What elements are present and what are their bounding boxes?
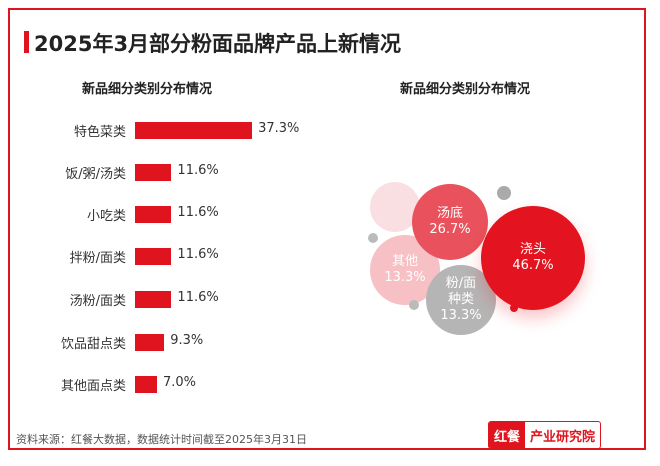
bar-value-label: 11.6% bbox=[177, 163, 219, 178]
bubble-topping: 浇头 46.7% bbox=[481, 206, 585, 310]
title-accent bbox=[24, 31, 29, 53]
bubble-label: 粉/面 种类 bbox=[445, 275, 477, 307]
source-note: 资料来源：红餐大数据，数据统计时间截至2025年3月31日 bbox=[16, 433, 307, 446]
bubble-soup-base: 汤底 26.7% bbox=[412, 184, 488, 260]
frame bbox=[8, 8, 646, 450]
bar-category-label: 汤粉/面类 bbox=[69, 294, 126, 309]
decor-dot bbox=[368, 233, 378, 243]
bubble-value: 13.3% bbox=[440, 308, 482, 324]
bubble-value: 26.7% bbox=[429, 222, 471, 237]
bubble-value: 46.7% bbox=[512, 258, 554, 273]
bar-category-label: 拌粉/面类 bbox=[69, 251, 126, 266]
bar-value-label: 11.6% bbox=[177, 247, 219, 262]
decor-bubble bbox=[370, 182, 420, 232]
bar-category-label: 饮品甜点类 bbox=[60, 337, 126, 352]
bar-value-label: 37.3% bbox=[258, 121, 300, 136]
bar-category-label: 其他面点类 bbox=[60, 379, 126, 394]
bar-value-label: 7.0% bbox=[162, 375, 196, 390]
bubble-label: 浇头 bbox=[519, 241, 546, 257]
decor-dot bbox=[409, 300, 419, 310]
logo-mark: 红餐 bbox=[489, 422, 526, 448]
bar-category-label: 饭/粥/汤类 bbox=[65, 167, 126, 182]
logo-text: 产业研究院 bbox=[530, 429, 596, 445]
bar bbox=[135, 376, 157, 393]
page-title: 2025年3月部分粉面品牌产品上新情况 bbox=[34, 32, 402, 56]
decor-dot bbox=[510, 304, 518, 312]
bar-category-label: 特色菜类 bbox=[73, 125, 126, 140]
bubble-label: 汤底 bbox=[436, 205, 463, 221]
bar bbox=[135, 122, 253, 139]
logo: 红餐 产业研究院 bbox=[488, 421, 602, 449]
bar bbox=[135, 206, 172, 223]
bubble-value: 13.3% bbox=[384, 270, 426, 285]
bubble-label: 其他 bbox=[391, 253, 418, 269]
bar bbox=[135, 334, 165, 351]
bar-value-label: 9.3% bbox=[170, 333, 204, 348]
bubble-chart-title: 新品细分类别分布情况 bbox=[400, 82, 531, 97]
bar bbox=[135, 291, 172, 308]
decor-dot bbox=[497, 186, 511, 200]
bar bbox=[135, 248, 172, 265]
bar bbox=[135, 164, 172, 181]
bar-chart-title: 新品细分类别分布情况 bbox=[82, 82, 213, 97]
bar-value-label: 11.6% bbox=[177, 205, 219, 220]
bar-value-label: 11.6% bbox=[177, 290, 219, 305]
bar-category-label: 小吃类 bbox=[86, 209, 126, 224]
